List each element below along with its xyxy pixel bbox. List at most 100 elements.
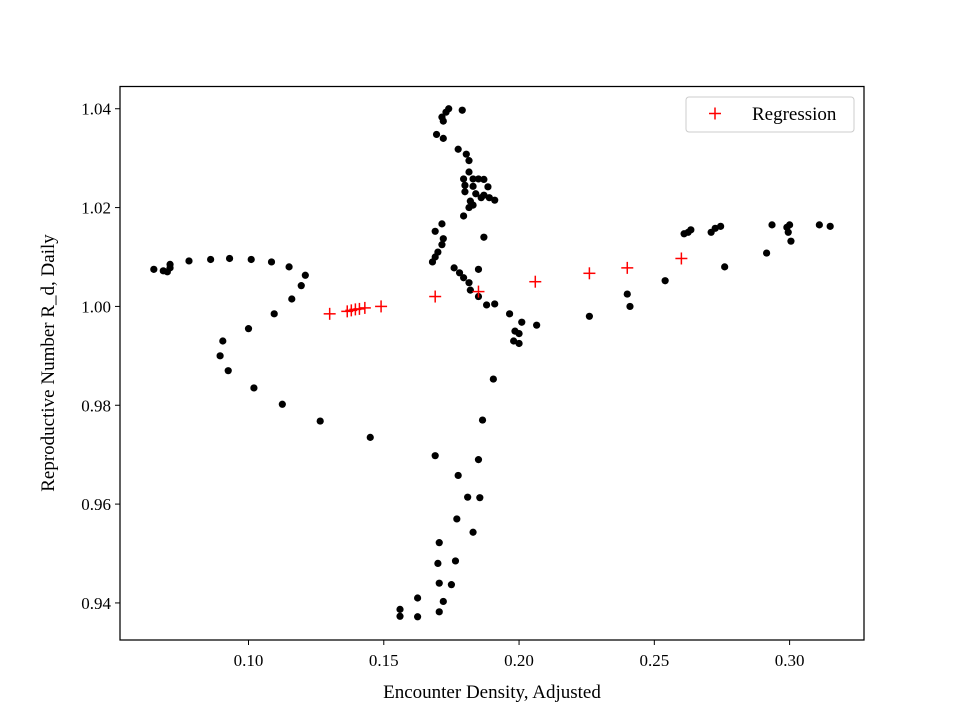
legend-plus-icon — [709, 107, 721, 120]
data-point-observed — [435, 608, 443, 616]
data-point-regression — [353, 302, 366, 315]
x-tick-label: 0.15 — [369, 651, 399, 670]
data-point-observed — [491, 196, 499, 204]
data-point-observed — [396, 612, 404, 620]
data-point-observed — [459, 274, 468, 282]
data-point-observed — [472, 190, 480, 198]
data-point-observed — [478, 416, 487, 424]
data-point-observed — [489, 375, 497, 383]
plot-frame — [119, 85, 865, 641]
data-point-observed — [431, 227, 439, 235]
data-point-observed — [465, 168, 473, 176]
data-point-observed — [442, 108, 450, 116]
x-tick-label: 0.20 — [504, 651, 534, 670]
data-point-observed — [166, 260, 174, 269]
data-point-observed — [477, 194, 485, 202]
data-point-observed — [278, 400, 286, 408]
data-point-observed — [518, 318, 526, 326]
data-point-regression — [621, 261, 634, 274]
data-point-observed — [396, 605, 404, 613]
data-point-observed — [459, 175, 468, 183]
data-point-observed — [432, 130, 441, 139]
data-point-observed — [474, 175, 483, 183]
data-point-observed — [626, 302, 634, 311]
data-point-observed — [285, 263, 293, 271]
data-point-observed — [316, 417, 324, 425]
data-point-observed — [366, 433, 374, 441]
data-point-observed — [297, 282, 305, 290]
y-tick-label: 1.04 — [81, 100, 111, 119]
data-point-regression — [583, 267, 596, 280]
data-point-regression — [675, 252, 688, 265]
x-tick-label: 0.25 — [639, 651, 669, 670]
data-point-observed — [438, 220, 446, 228]
data-point-observed — [414, 594, 422, 602]
data-point-observed — [515, 329, 523, 338]
data-point-observed — [224, 367, 232, 375]
data-point-observed — [461, 181, 469, 189]
data-point-observed — [150, 265, 158, 273]
data-point-observed — [216, 352, 224, 360]
data-point-observed — [482, 301, 491, 309]
data-point-observed — [247, 255, 255, 264]
data-point-observed — [447, 581, 456, 589]
legend-marker-regression — [709, 107, 721, 120]
data-point-observed — [462, 150, 470, 158]
x-tick-label: 0.10 — [234, 651, 264, 670]
data-point-observed — [414, 613, 422, 621]
data-point-observed — [491, 300, 499, 308]
data-point-observed — [465, 157, 473, 165]
data-point-observed — [484, 183, 492, 191]
data-point-observed — [185, 257, 193, 265]
data-point-observed — [505, 310, 514, 318]
data-point-observed — [469, 175, 477, 183]
data-point-observed — [439, 235, 447, 243]
data-point-regression — [375, 300, 388, 313]
data-point-observed — [459, 212, 468, 220]
data-point-observed — [439, 134, 447, 142]
data-point-observed — [474, 265, 483, 273]
data-point-observed — [225, 254, 234, 263]
data-point-observed — [458, 106, 466, 114]
x-tick-label: 0.30 — [775, 651, 805, 670]
x-axis-label: Encounter Density, Adjusted — [383, 682, 601, 703]
data-point-observed — [250, 384, 258, 392]
data-point-observed — [244, 325, 253, 333]
data-point-observed — [485, 194, 493, 202]
legend-label-regression: Regression — [752, 104, 837, 125]
data-point-observed — [711, 224, 719, 232]
data-point-observed — [288, 295, 296, 303]
data-point-observed — [435, 579, 443, 587]
data-point-observed — [428, 258, 437, 266]
data-point-observed — [585, 312, 593, 320]
data-point-observed — [480, 233, 488, 241]
y-tick-label: 1.00 — [81, 297, 111, 316]
y-tick-label: 1.02 — [81, 199, 111, 218]
data-point-observed — [435, 539, 443, 547]
y-tick-label: 0.96 — [81, 495, 111, 514]
data-point-observed — [763, 249, 771, 257]
y-tick-label: 0.98 — [81, 396, 111, 415]
legend-box — [685, 96, 855, 133]
data-point-regression — [529, 275, 542, 288]
data-point-observed — [687, 226, 695, 234]
data-point-observed — [301, 271, 309, 279]
data-point-observed — [431, 452, 439, 460]
data-point-observed — [466, 286, 474, 294]
data-point-observed — [434, 559, 442, 567]
legend: Regression — [685, 96, 855, 133]
data-point-observed — [451, 557, 460, 565]
data-point-observed — [454, 471, 462, 480]
data-point-observed — [533, 321, 541, 329]
data-point-observed — [461, 188, 469, 196]
data-point-observed — [768, 221, 776, 229]
y-tick-label: 0.94 — [81, 594, 111, 613]
data-point-observed — [469, 182, 477, 190]
data-point-observed — [450, 264, 458, 272]
data-point-observed — [623, 290, 631, 298]
data-point-observed — [270, 310, 278, 318]
data-point-observed — [784, 228, 792, 236]
data-point-observed — [438, 241, 446, 249]
data-point-observed — [453, 515, 461, 523]
